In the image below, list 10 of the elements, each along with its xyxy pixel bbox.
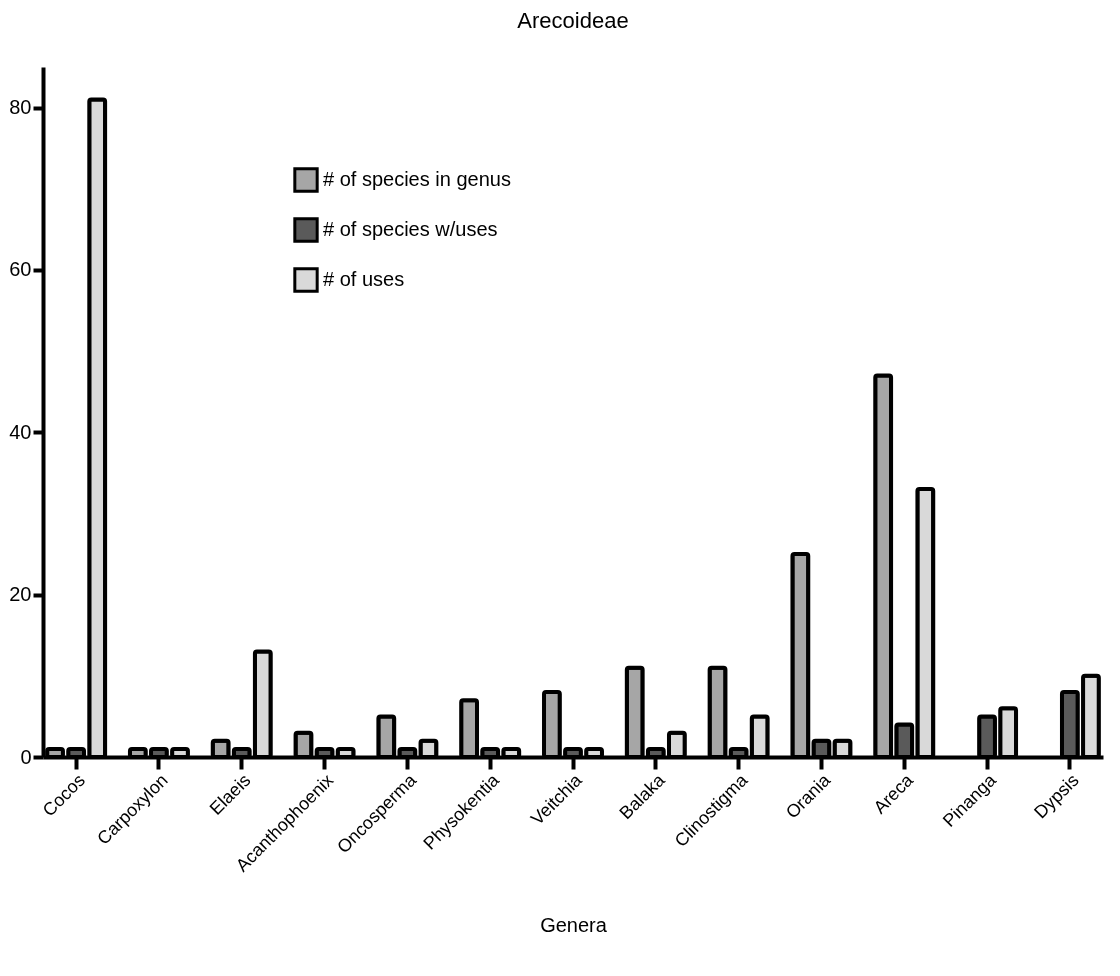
legend-label: # of species in genus <box>323 168 511 190</box>
legend-label: # of uses <box>323 268 405 290</box>
legend-label: # of species w/uses <box>323 218 498 240</box>
chart-title: Arecoideae <box>517 8 629 33</box>
y-tick-label: 60 <box>9 258 32 281</box>
y-tick-label: 40 <box>9 420 32 443</box>
y-tick-label: 80 <box>9 96 32 119</box>
x-axis-title: Genera <box>540 913 608 936</box>
y-tick-label: 0 <box>20 745 32 768</box>
y-tick-label: 20 <box>9 583 32 606</box>
